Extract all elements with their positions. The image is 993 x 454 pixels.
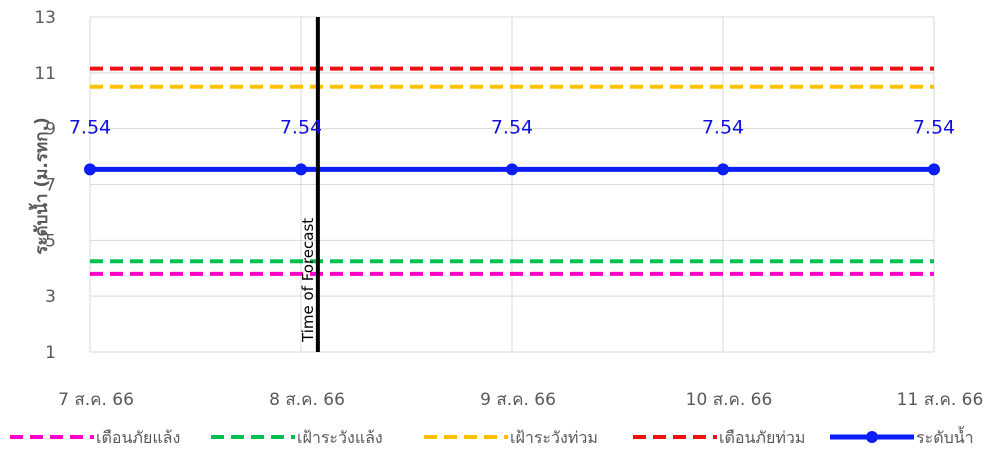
forecast-label: Time of Forecast bbox=[299, 218, 317, 343]
x-axis-ticks: 7 ส.ค. 66 8 ส.ค. 66 9 ส.ค. 66 10 ส.ค. 66 11 … bbox=[58, 390, 983, 410]
data-label: 7.54 bbox=[69, 116, 111, 138]
y-tick-label: 3 bbox=[45, 287, 56, 307]
data-point bbox=[928, 163, 940, 176]
series-lines bbox=[84, 66, 940, 276]
legend-label: ระดับน้ำ bbox=[916, 426, 974, 447]
legend: เตือนภัยแล้ง เฝ้าระวังแล้ง เฝ้าระวังท่วม เต… bbox=[10, 426, 974, 447]
x-tick-label: 11 ส.ค. 66 bbox=[897, 390, 984, 410]
data-label: 7.54 bbox=[913, 116, 955, 138]
y-tick-label: 5 bbox=[45, 231, 56, 251]
data-labels: 7.54 7.54 7.54 7.54 7.54 bbox=[69, 116, 955, 138]
legend-label: เตือนภัยท่วม bbox=[719, 428, 805, 447]
x-tick-label: 8 ส.ค. 66 bbox=[269, 390, 345, 410]
data-label: 7.54 bbox=[280, 116, 322, 138]
x-tick-label: 7 ส.ค. 66 bbox=[58, 390, 134, 410]
legend-label: เตือนภัยแล้ง bbox=[96, 428, 180, 447]
data-point bbox=[506, 163, 518, 176]
time-of-forecast-annotation: Time of Forecast bbox=[299, 17, 320, 352]
y-tick-label: 11 bbox=[34, 64, 56, 84]
gridlines bbox=[89, 16, 935, 353]
y-tick-label: 1 bbox=[45, 343, 56, 363]
legend-label: เฝ้าระวังแล้ง bbox=[297, 428, 383, 447]
x-tick-label: 10 ส.ค. 66 bbox=[686, 390, 773, 410]
y-axis-label: ระดับน้ำ (ม.รทก.) bbox=[28, 117, 52, 254]
data-label: 7.54 bbox=[702, 116, 744, 138]
legend-label: เฝ้าระวังท่วม bbox=[510, 428, 598, 447]
legend-marker bbox=[866, 431, 878, 443]
data-point bbox=[717, 163, 729, 176]
x-tick-label: 9 ส.ค. 66 bbox=[480, 390, 556, 410]
data-point bbox=[295, 163, 307, 176]
data-label: 7.54 bbox=[491, 116, 533, 138]
data-point bbox=[84, 163, 96, 176]
y-tick-label: 7 bbox=[45, 176, 56, 196]
y-tick-label: 13 bbox=[34, 8, 56, 28]
y-tick-label: 9 bbox=[45, 120, 56, 140]
